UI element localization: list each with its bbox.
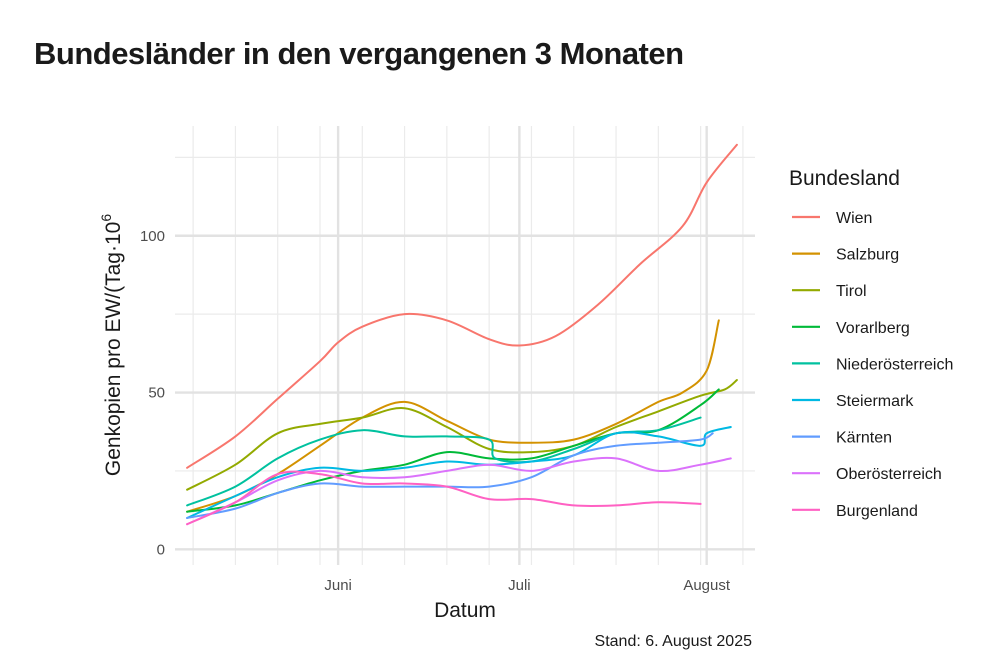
y-tick-label: 100 [140,228,165,245]
x-tick-label: Juli [508,577,531,594]
legend-label-burgenland: Burgenland [836,503,918,520]
legend-label-vorarlberg: Vorarlberg [836,320,910,337]
chart-title: Bundesländer in den vergangenen 3 Monate… [34,36,684,71]
series-line-kaernten [186,432,714,519]
y-axis-title: Genkopien pro EW/(Tag·106 [98,214,125,476]
series-line-salzburg [186,319,720,513]
legend: Bundesland Wien Salzburg Tirol Vorarlberg Ni… [789,167,953,520]
y-tick-label: 0 [157,541,165,558]
y-axis-title-text: Genkopien pro EW/(Tag·10 [102,222,125,476]
x-tick-label: August [683,577,731,594]
series-line-burgenland [186,470,702,526]
legend-label-oberoesterreich: Oberösterreich [836,466,942,483]
series-line-wien [186,143,738,469]
x-tick-label: Juni [324,577,352,594]
legend-title: Bundesland [789,167,900,190]
tick-layer: 0 50 100 Juni Juli August [140,228,731,594]
series-line-tirol [186,379,738,491]
y-tick-label: 50 [148,385,165,402]
series-line-oberoesterreich [186,456,732,526]
legend-label-niederoesterreich: Niederösterreich [836,356,953,373]
legend-label-steiermark: Steiermark [836,393,914,410]
legend-items: Wien Salzburg Tirol Vorarlberg Niederösterre… [792,210,953,520]
x-axis-title: Datum [434,599,496,622]
y-axis-title-superscript: 6 [98,214,114,222]
legend-label-wien: Wien [836,210,872,227]
caption: Stand: 6. August 2025 [595,633,753,650]
series-layer [186,143,738,526]
legend-label-kaernten: Kärnten [836,430,892,447]
legend-label-salzburg: Salzburg [836,247,899,264]
legend-label-tirol: Tirol [836,283,867,300]
series-line-steiermark [186,426,732,519]
grid-layer [175,126,755,565]
